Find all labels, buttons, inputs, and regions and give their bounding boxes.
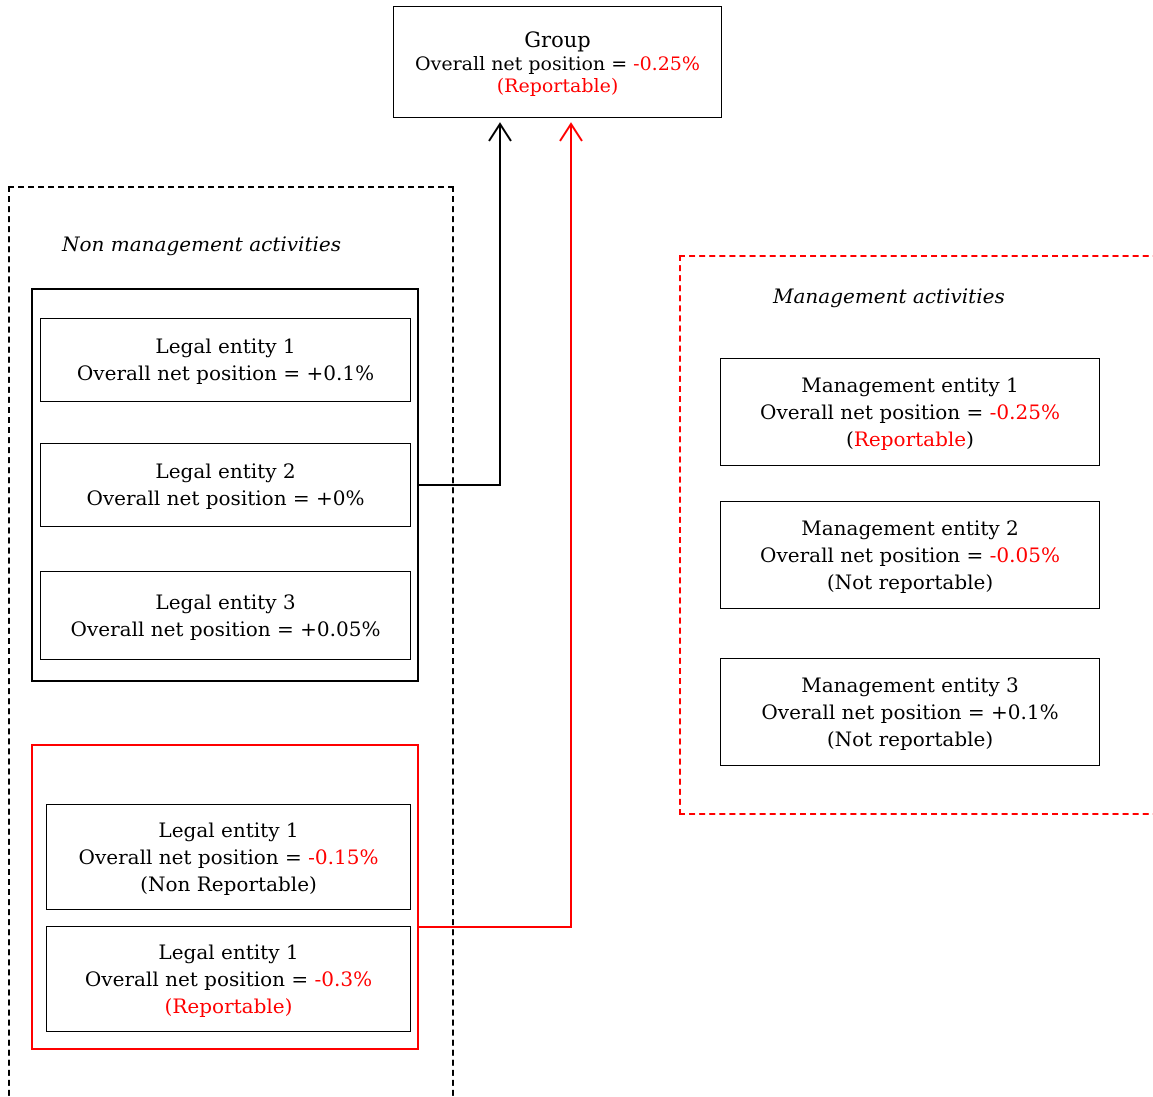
management-caption: Management activities [773, 284, 1005, 308]
group-status: (Reportable) [496, 75, 619, 97]
legal-entity-3-position: Overall net position = +0.05% [70, 616, 381, 641]
management-entity-3-box: Management entity 3 Overall net position… [720, 658, 1100, 766]
legal-entity-1-title: Legal entity 1 [155, 334, 296, 358]
red-legal-entity-b-status: (Reportable) [164, 993, 293, 1018]
red-legal-entity-b-box: Legal entity 1 Overall net position = -0… [46, 926, 411, 1032]
management-entity-2-position: Overall net position = -0.05% [760, 542, 1060, 569]
management-entity-1-box: Management entity 1 Overall net position… [720, 358, 1100, 466]
legal-entity-3-title: Legal entity 3 [155, 589, 296, 614]
black-arrowhead [488, 122, 512, 142]
red-legal-entity-a-position-value: -0.15% [308, 844, 379, 869]
black-connector-line [418, 124, 501, 486]
red-legal-entity-a-status: (Non Reportable) [140, 871, 317, 896]
black-entity-group [31, 288, 419, 682]
legal-entity-2-title: Legal entity 2 [155, 459, 296, 483]
management-entity-1-status: (Reportable) [846, 426, 974, 453]
management-entity-1-position: Overall net position = -0.25% [760, 399, 1060, 426]
management-entity-2-status: (Not reportable) [826, 569, 994, 594]
management-entity-2-position-value: -0.05% [989, 542, 1060, 567]
red-legal-entity-b-title: Legal entity 1 [158, 939, 299, 964]
management-entity-3-status: (Not reportable) [826, 726, 994, 751]
group-position-label: Overall net position = [415, 53, 634, 75]
red-legal-entity-b-position-value: -0.3% [314, 966, 373, 991]
red-legal-entity-b-position: Overall net position = -0.3% [85, 966, 372, 993]
group-title: Group [524, 28, 591, 52]
legal-entity-1-box: Legal entity 1 Overall net position = +0… [40, 318, 411, 402]
red-legal-entity-a-position: Overall net position = -0.15% [79, 844, 379, 871]
management-entity-2-box: Management entity 2 Overall net position… [720, 501, 1100, 609]
legal-entity-2-box: Legal entity 2 Overall net position = +0… [40, 443, 411, 527]
management-entity-1-status-close: ) [966, 426, 974, 451]
non-management-caption: Non management activities [62, 232, 341, 256]
management-entity-1-position-label: Overall net position = [760, 399, 990, 424]
management-entity-3-title: Management entity 3 [801, 672, 1019, 697]
management-entity-1-title: Management entity 1 [801, 372, 1019, 397]
legal-entity-2-position: Overall net position = +0% [86, 486, 365, 510]
red-legal-entity-a-position-label: Overall net position = [78, 844, 309, 869]
red-legal-entity-a-title: Legal entity 1 [158, 817, 299, 842]
red-connector-line [418, 124, 572, 928]
management-entity-3-position: Overall net position = +0.1% [761, 699, 1059, 724]
group-position: Overall net position = -0.25% [415, 53, 700, 75]
red-legal-entity-b-position-label: Overall net position = [84, 966, 315, 991]
management-entity-1-status-word: Reportable [853, 426, 967, 451]
red-arrowhead [559, 122, 583, 142]
non-management-region [8, 186, 454, 1097]
legal-entity-3-box: Legal entity 3 Overall net position = +0… [40, 571, 411, 660]
group-position-value: -0.25% [633, 53, 700, 75]
management-entity-1-position-value: -0.25% [989, 399, 1060, 424]
red-legal-entity-a-box: Legal entity 1 Overall net position = -0… [46, 804, 411, 910]
group-box: Group Overall net position = -0.25% (Rep… [393, 6, 722, 118]
red-entity-group [31, 744, 419, 1050]
management-entity-2-title: Management entity 2 [801, 515, 1019, 540]
legal-entity-1-position: Overall net position = +0.1% [76, 361, 375, 385]
management-entity-1-status-open: ( [846, 426, 854, 451]
management-entity-2-position-label: Overall net position = [760, 542, 990, 567]
management-region [679, 255, 1153, 815]
